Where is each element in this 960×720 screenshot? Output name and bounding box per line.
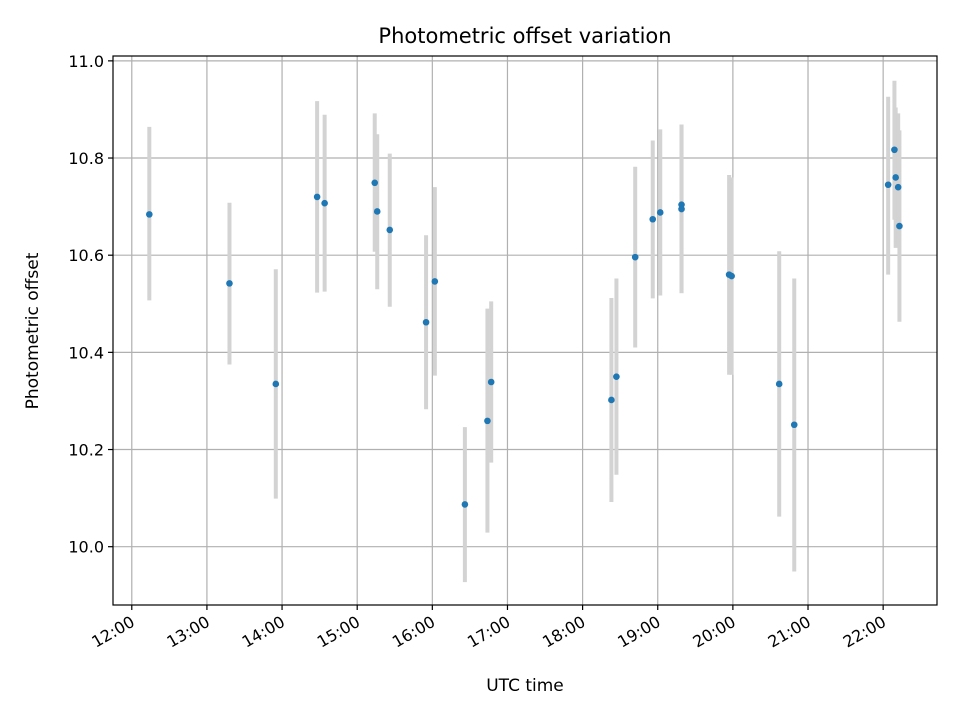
data-point (373, 208, 381, 215)
data-point (371, 179, 379, 187)
data-point (487, 378, 495, 386)
data-point (775, 380, 783, 388)
data-point (608, 396, 615, 404)
data-point (678, 205, 685, 213)
y-tick-label: 11.0 (68, 52, 104, 71)
data-point (892, 174, 899, 181)
data-points (146, 146, 903, 508)
data-point (894, 183, 902, 191)
plot-frame (112, 55, 938, 606)
y-tick-label: 10.0 (68, 538, 104, 557)
data-point (884, 181, 892, 189)
grid (113, 56, 937, 605)
data-point (313, 193, 321, 201)
y-tick-label: 10.6 (68, 246, 104, 265)
chart-title: Photometric offset variation (378, 24, 671, 48)
data-point (484, 417, 491, 425)
data-point (461, 501, 469, 508)
x-axis-label: UTC time (486, 676, 564, 696)
data-point (321, 199, 328, 207)
y-tick-label: 10.4 (68, 343, 104, 362)
data-point (656, 209, 664, 216)
data-point (891, 146, 898, 154)
data-point (649, 215, 657, 223)
y-tick-label: 10.8 (68, 149, 104, 168)
data-point (226, 280, 233, 287)
data-point (613, 373, 620, 380)
y-tick-label: 10.2 (68, 441, 104, 460)
data-point (272, 380, 280, 388)
data-point (631, 253, 639, 261)
y-axis-label: Photometric offset (23, 252, 43, 409)
data-point (431, 278, 439, 285)
data-point (790, 421, 798, 429)
data-point (896, 222, 903, 230)
y-axis-ticks: 10.0 10.2 10.4 10.6 10.8 11.0 (68, 52, 113, 557)
data-point (146, 211, 153, 218)
data-point (728, 272, 735, 280)
data-point (386, 226, 394, 234)
data-point (422, 318, 430, 326)
